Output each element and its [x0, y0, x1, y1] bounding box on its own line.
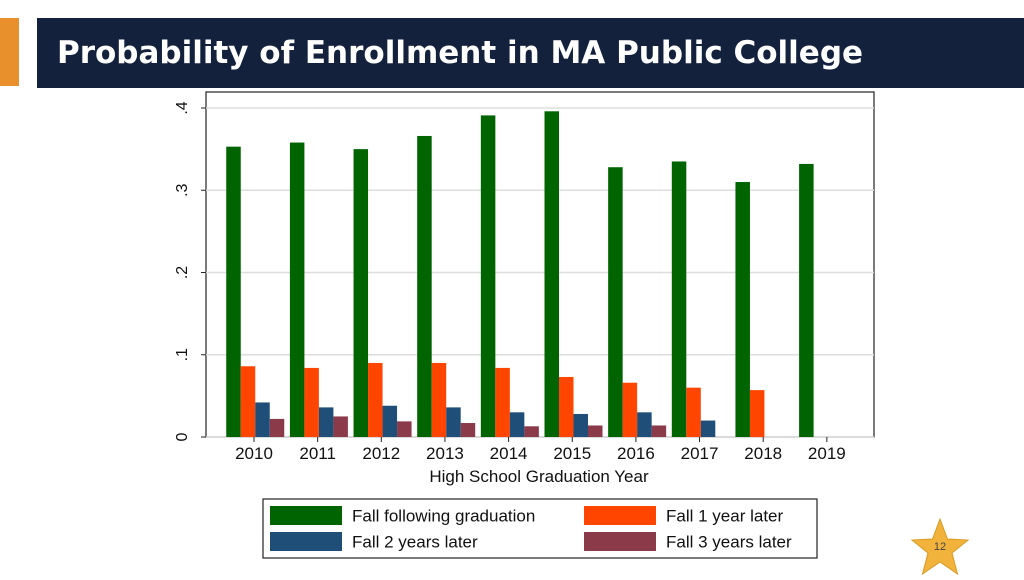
star-icon [910, 517, 970, 576]
x-tick-label: 2016 [617, 444, 655, 463]
legend-swatch [270, 532, 342, 551]
legend-swatch [584, 506, 656, 525]
x-tick-label: 2011 [299, 444, 336, 463]
bar [573, 413, 588, 437]
bar [651, 425, 667, 437]
bar [524, 426, 539, 437]
bar [799, 163, 814, 437]
legend-swatch [270, 506, 342, 525]
y-tick-label: .1 [174, 348, 191, 361]
x-tick-label: 2015 [553, 444, 591, 463]
bar [368, 362, 383, 437]
bar [397, 421, 412, 437]
legend-label: Fall following graduation [352, 507, 535, 526]
accent-bar [0, 18, 19, 86]
y-tick-label: .2 [174, 266, 191, 279]
bar [382, 405, 398, 437]
title-bar: Probability of Enrollment in MA Public C… [37, 18, 1024, 88]
bar [480, 115, 496, 437]
x-tick-label: 2012 [362, 444, 400, 463]
bar [622, 382, 638, 437]
bar [509, 412, 525, 437]
bar [735, 182, 750, 437]
bar [353, 149, 369, 437]
bar [269, 418, 285, 437]
bar [318, 407, 334, 437]
legend-swatch [584, 532, 656, 551]
bar [671, 161, 687, 437]
bar [289, 142, 305, 438]
bar [544, 111, 559, 437]
bar [417, 135, 432, 437]
bar [686, 387, 701, 437]
bar [608, 167, 623, 437]
bar [700, 420, 716, 437]
bar [559, 376, 574, 437]
y-tick-label: 0 [174, 432, 191, 441]
legend-box [262, 498, 818, 559]
y-tick-label: .4 [174, 101, 191, 114]
bar [226, 146, 241, 437]
bar [460, 423, 476, 437]
bar [446, 407, 461, 437]
bar [588, 425, 603, 437]
bar [431, 362, 447, 437]
x-tick-label: 2014 [490, 444, 528, 463]
bar [495, 367, 510, 437]
legend-label: Fall 2 years later [352, 533, 478, 552]
x-tick-label: 2019 [808, 444, 846, 463]
legend-label: Fall 3 years later [666, 533, 792, 552]
page-number: 12 [933, 541, 947, 553]
slide-title: Probability of Enrollment in MA Public C… [57, 35, 864, 71]
legend-label: Fall 1 year later [666, 507, 783, 526]
bar [637, 412, 652, 437]
x-tick-label: 2010 [235, 444, 273, 463]
bar [333, 416, 348, 437]
bar [255, 402, 270, 437]
x-tick-label: 2017 [681, 444, 719, 463]
y-tick-label: .3 [174, 183, 191, 196]
bar [749, 390, 765, 437]
x-tick-label: 2018 [744, 444, 782, 463]
bar [304, 367, 319, 437]
x-axis-label: High School Graduation Year [429, 467, 649, 486]
bar [240, 366, 256, 437]
x-tick-label: 2013 [426, 444, 464, 463]
